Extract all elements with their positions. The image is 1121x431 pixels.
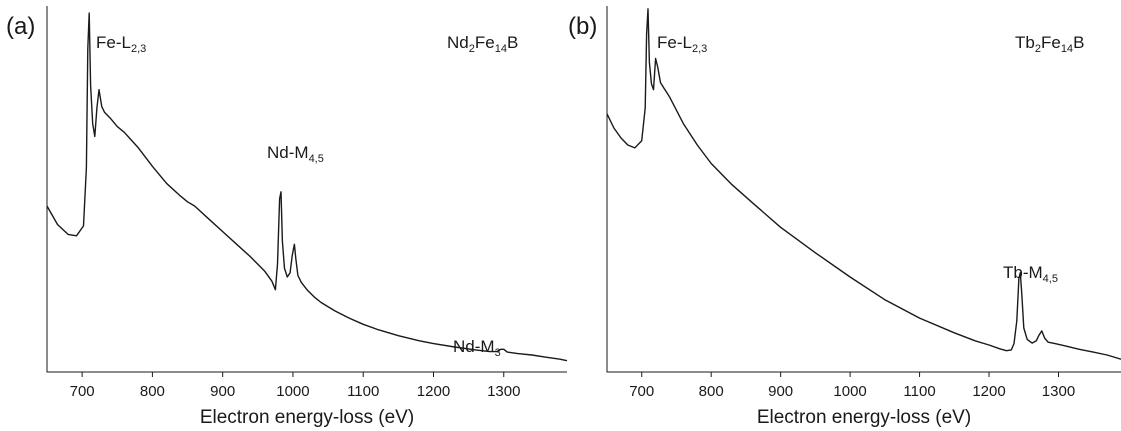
peak-annotation-sub: 2,3 xyxy=(692,43,707,55)
compound-base: Tb xyxy=(1015,33,1035,52)
x-tick-label: 1100 xyxy=(903,383,935,400)
compound-sub1: 2 xyxy=(469,43,475,55)
panel-label: (b) xyxy=(568,13,597,40)
x-tick-label: 1200 xyxy=(417,383,450,400)
peak-annotation-main: Fe-L xyxy=(96,33,131,52)
peak-annotation-sub: 4,5 xyxy=(1043,273,1058,285)
spectrum-line xyxy=(606,8,1121,360)
peak-annotation-main: Nd-M xyxy=(453,337,495,356)
x-tick-label: 900 xyxy=(768,383,793,400)
peak-annotation-sub: 3 xyxy=(495,347,501,359)
x-tick-label: 800 xyxy=(140,383,165,400)
x-tick-label: 1300 xyxy=(1042,383,1075,400)
x-tick-label: 700 xyxy=(629,383,654,400)
panel-label: (a) xyxy=(6,13,35,40)
axis-frame xyxy=(46,6,567,373)
x-tick-label: 1100 xyxy=(347,383,379,400)
peak-annotation-main: Tb-M xyxy=(1003,263,1043,282)
peak-annotation: Tb-M4,5 xyxy=(1003,263,1058,285)
compound-sub2: 14 xyxy=(1061,43,1073,55)
compound-sub2: 14 xyxy=(495,43,507,55)
panel-a: 700 800 900 1000 1100 1200 1300 Electron energy… xyxy=(6,6,568,428)
x-tick-label: 800 xyxy=(699,383,724,400)
compound-label: Nd2Fe14B xyxy=(447,33,518,55)
compound-tail: B xyxy=(1073,33,1084,52)
peak-annotation-sub: 2,3 xyxy=(131,43,146,55)
panel-b: 700 800 900 1000 1100 1200 1300 Electron energy… xyxy=(568,6,1121,428)
compound-sub1: 2 xyxy=(1035,43,1041,55)
peak-annotation: Nd-M4,5 xyxy=(267,143,324,165)
compound-mid: Fe xyxy=(1041,33,1061,52)
peak-annotation: Fe-L2,3 xyxy=(657,33,707,55)
compound-base: Nd xyxy=(447,33,469,52)
spectrum-line xyxy=(46,12,568,362)
x-axis-label: Electron energy-loss (eV) xyxy=(200,407,414,428)
peak-annotation-sub: 4,5 xyxy=(309,153,324,165)
x-tick-label: 1300 xyxy=(487,383,520,400)
x-tick-label: 700 xyxy=(70,383,95,400)
peak-annotation: Fe-L2,3 xyxy=(96,33,146,55)
compound-mid: Fe xyxy=(475,33,495,52)
x-tick-label: 900 xyxy=(210,383,235,400)
axis-frame xyxy=(606,6,1121,373)
x-tick-label: 1200 xyxy=(972,383,1005,400)
x-axis-label: Electron energy-loss (eV) xyxy=(757,407,971,428)
compound-label: Tb2Fe14B xyxy=(1015,33,1084,55)
peak-annotation-main: Fe-L xyxy=(657,33,692,52)
x-tick-label: 1000 xyxy=(276,383,309,400)
x-tick-label: 1000 xyxy=(833,383,866,400)
compound-tail: B xyxy=(507,33,518,52)
peak-annotation-main: Nd-M xyxy=(267,143,309,162)
